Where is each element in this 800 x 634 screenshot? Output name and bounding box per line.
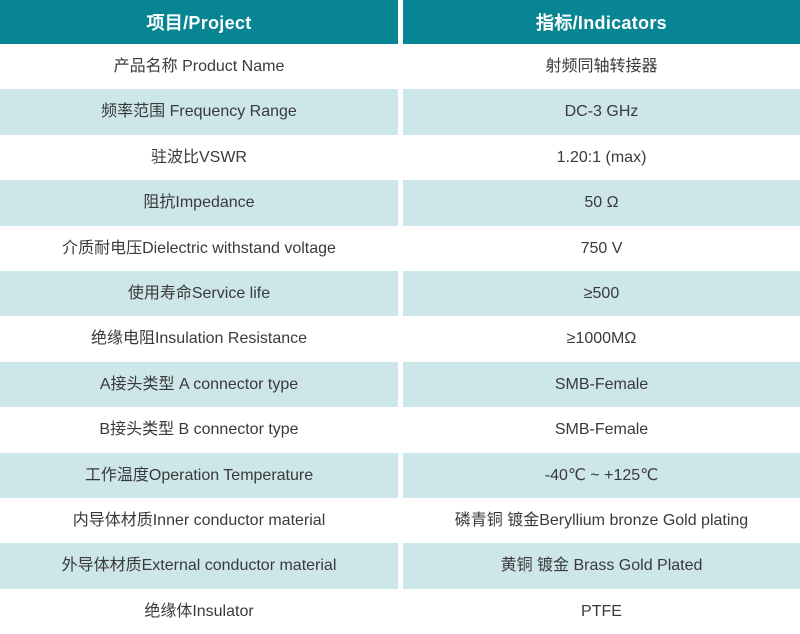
column-divider	[398, 180, 403, 226]
column-divider	[398, 543, 403, 589]
column-divider	[398, 89, 403, 135]
table-header-row: 项目/Project 指标/Indicators	[0, 0, 800, 44]
indicator-cell: ≥1000MΩ	[566, 330, 637, 348]
table-row: A接头类型 A connector type SMB-Female	[0, 361, 800, 408]
indicator-cell: 射频同轴转接器	[545, 58, 658, 76]
column-divider	[398, 316, 403, 362]
column-divider	[398, 361, 403, 408]
table-row: 驻波比VSWR 1.20:1 (max)	[0, 134, 800, 181]
table-row: 绝缘体Insulator PTFE	[0, 588, 800, 634]
project-cell: 工作温度Operation Temperature	[0, 452, 398, 498]
column-divider	[398, 44, 403, 90]
column-divider	[398, 452, 403, 498]
project-cell: 频率范围 Frequency Range	[0, 89, 398, 135]
indicator-cell: 750 V	[580, 239, 623, 257]
project-cell: 驻波比VSWR	[150, 148, 247, 166]
indicator-cell: ≥500	[403, 270, 800, 317]
table-row: 内导体材质Inner conductor material 磷青铜 镀金Bery…	[0, 497, 800, 544]
column-divider	[398, 588, 403, 634]
project-cell: 介质耐电压Dielectric withstand voltage	[62, 239, 336, 257]
column-divider	[398, 134, 403, 181]
column-divider	[398, 270, 403, 317]
indicator-cell: 磷青铜 镀金Beryllium bronze Gold plating	[454, 512, 749, 529]
column-divider	[398, 407, 403, 453]
table-row: 使用寿命Service life ≥500	[0, 270, 800, 317]
table-row: 介质耐电压Dielectric withstand voltage 750 V	[0, 225, 800, 271]
table-row: 工作温度Operation Temperature -40℃ ~ +125℃	[0, 452, 800, 498]
table-row: 绝缘电阻Insulation Resistance ≥1000MΩ	[0, 316, 800, 362]
project-cell: B接头类型 B connector type	[99, 421, 299, 439]
column-divider	[398, 225, 403, 271]
indicator-cell: -40℃ ~ +125℃	[403, 452, 800, 498]
table-row: 阻抗Impedance 50 Ω	[0, 180, 800, 226]
column-divider	[398, 497, 403, 544]
indicator-cell: PTFE	[581, 602, 622, 620]
indicator-cell: 黄铜 镀金 Brass Gold Plated	[403, 543, 800, 589]
project-cell: 内导体材质Inner conductor material	[72, 512, 326, 529]
project-cell: 产品名称 Product Name	[113, 58, 285, 76]
indicator-cell: 1.20:1 (max)	[556, 148, 647, 166]
project-cell: 使用寿命Service life	[0, 270, 398, 317]
project-cell: 外导体材质External conductor material	[0, 543, 398, 589]
project-cell: A接头类型 A connector type	[0, 361, 398, 408]
project-cell: 绝缘体Insulator	[144, 602, 254, 620]
table-row: B接头类型 B connector type SMB-Female	[0, 407, 800, 453]
indicator-cell: SMB-Female	[403, 361, 800, 408]
column-divider	[398, 0, 403, 44]
table-body: 产品名称 Product Name 射频同轴转接器 频率范围 Frequency…	[0, 44, 800, 634]
indicator-cell: SMB-Female	[554, 421, 649, 439]
table-row: 频率范围 Frequency Range DC-3 GHz	[0, 89, 800, 135]
indicator-cell: DC-3 GHz	[403, 89, 800, 135]
project-cell: 绝缘电阻Insulation Resistance	[90, 330, 308, 348]
table-row: 外导体材质External conductor material 黄铜 镀金 B…	[0, 543, 800, 589]
table-row: 产品名称 Product Name 射频同轴转接器	[0, 44, 800, 90]
indicator-cell: 50 Ω	[403, 180, 800, 226]
project-cell: 阻抗Impedance	[0, 180, 398, 226]
header-project: 项目/Project	[0, 0, 398, 44]
header-indicators: 指标/Indicators	[403, 0, 800, 44]
